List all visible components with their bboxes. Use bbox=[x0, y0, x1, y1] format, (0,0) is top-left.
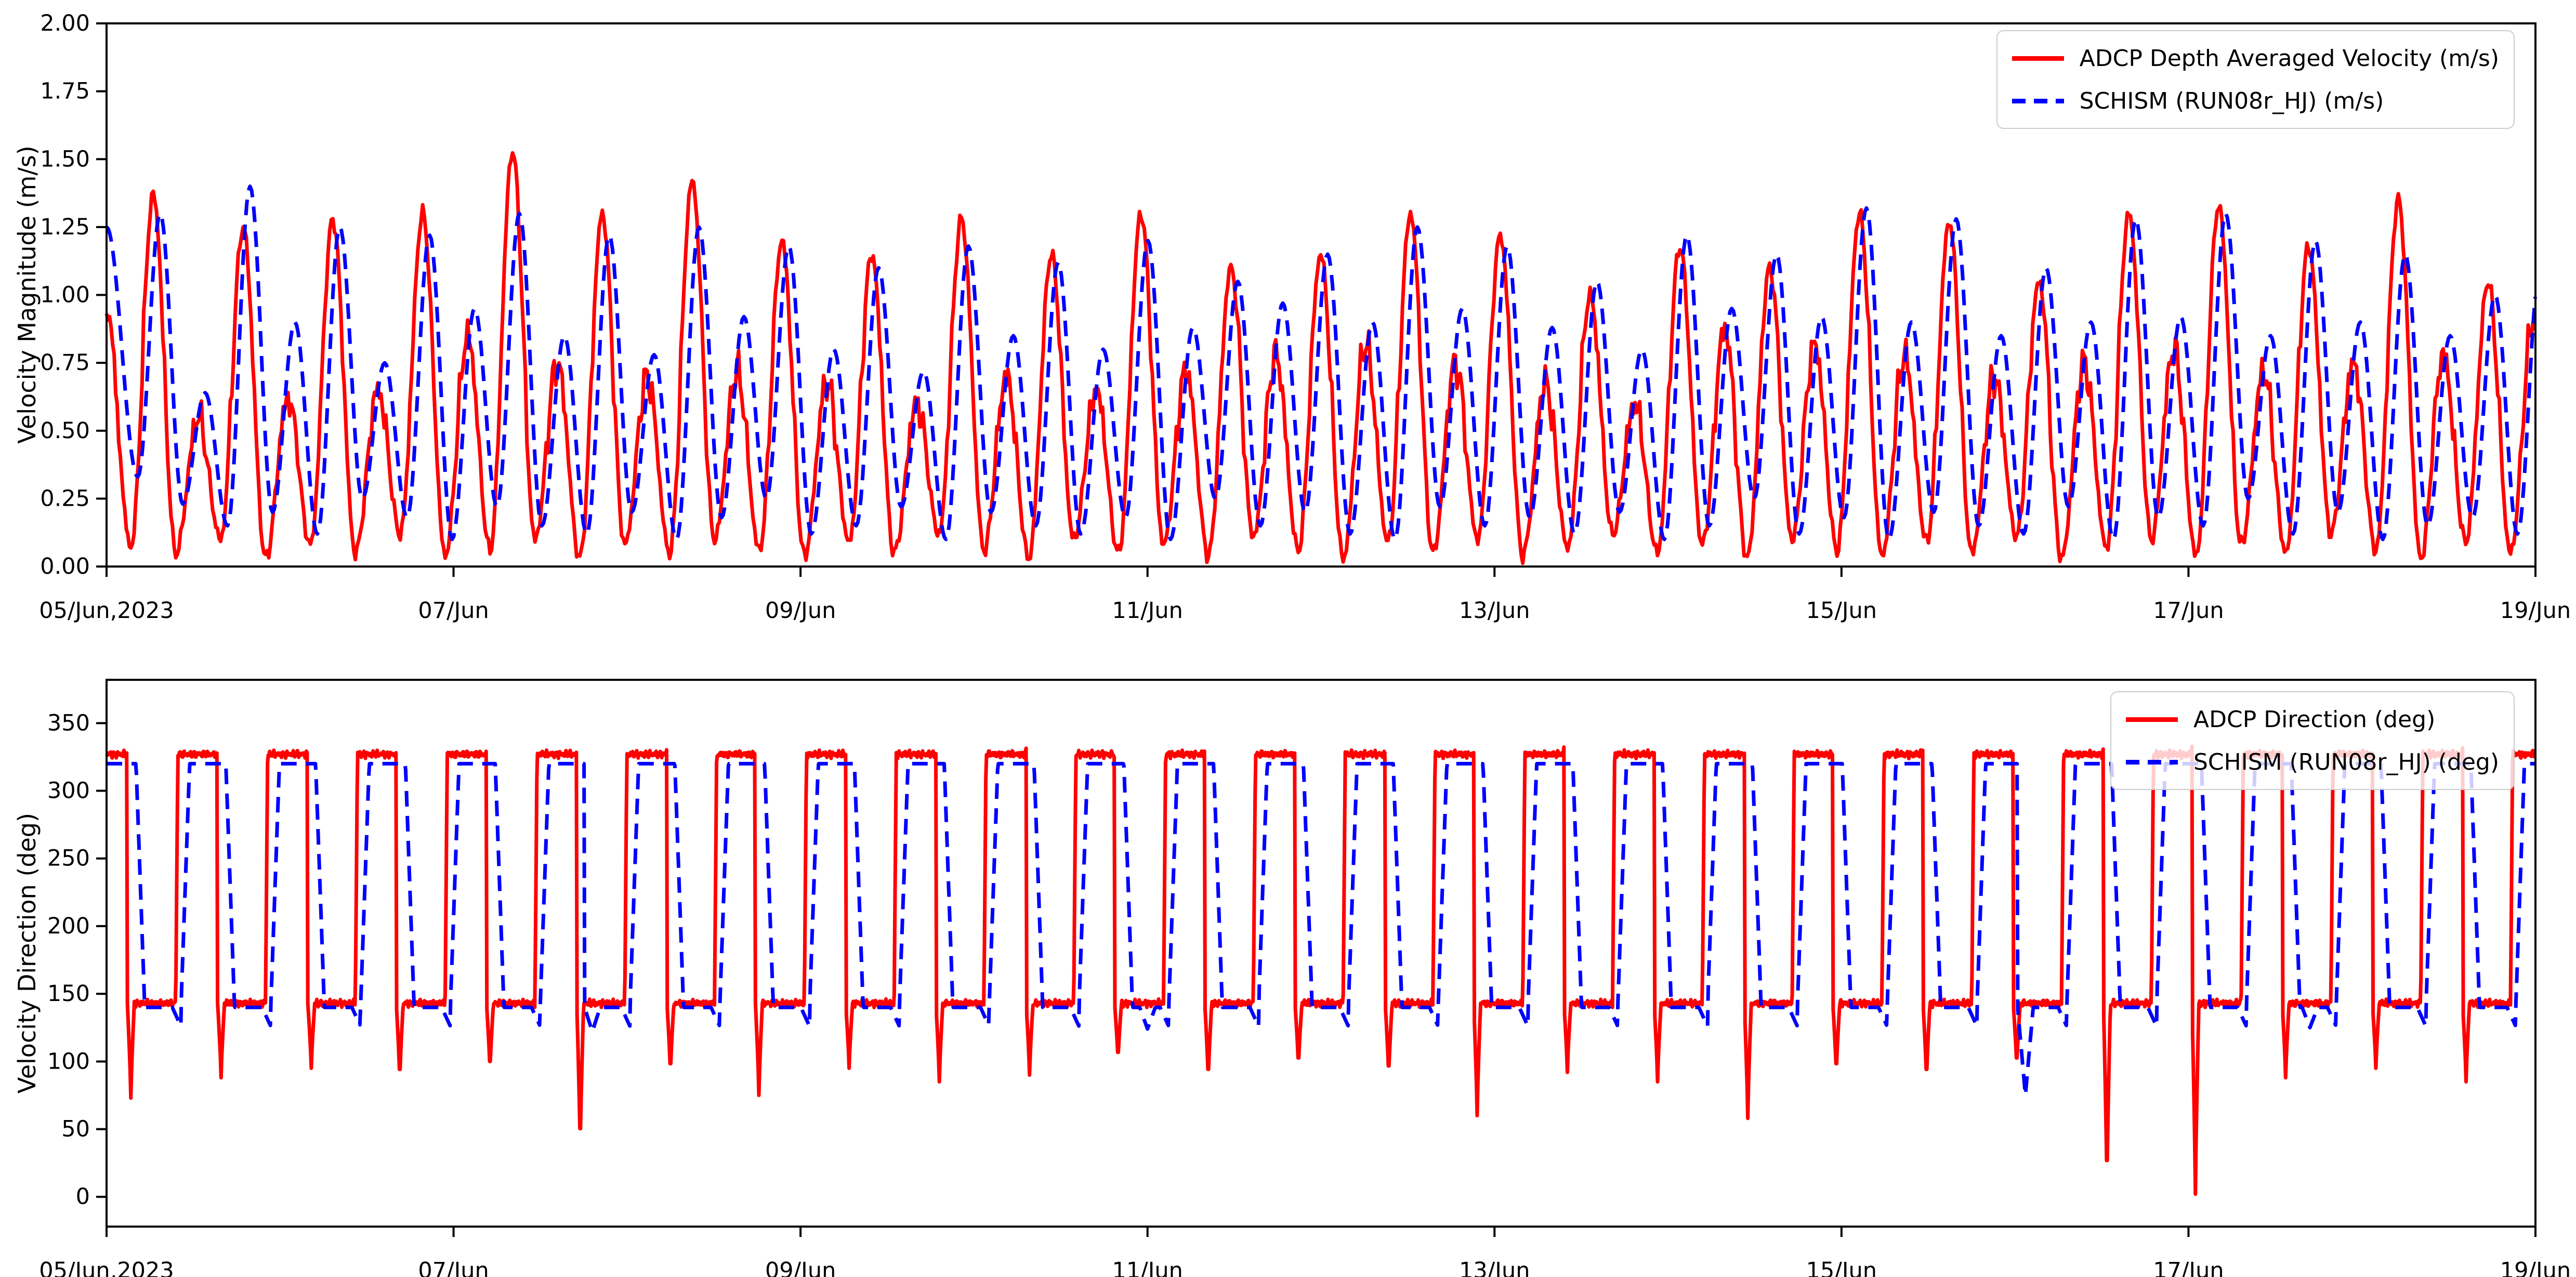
series-line-adcp-depth-averaged-velocity bbox=[104, 151, 2536, 565]
series-line-schism-direction bbox=[105, 761, 2537, 1097]
y-axis-label-velocity-direction: Velocity Direction (deg) bbox=[13, 812, 41, 1094]
series-line-schism-velocity bbox=[105, 185, 2537, 542]
legend-line-sample-schism-velocity bbox=[2012, 98, 2064, 103]
x-tick-label: 11/Jun bbox=[1112, 598, 1183, 624]
y-axis-label-velocity-magnitude: Velocity Magnitude (m/s) bbox=[13, 146, 41, 444]
legend-velocity-magnitude: ADCP Depth Averaged Velocity (m/s) SCHIS… bbox=[1996, 30, 2515, 129]
x-tick-label: 19/Jun bbox=[2500, 1258, 2571, 1277]
y-tick-label: 2.00 bbox=[40, 10, 90, 36]
legend-label-schism-direction: SCHISM (RUN08r_HJ) (deg) bbox=[2193, 748, 2499, 775]
x-tick-label: 13/Jun bbox=[1459, 598, 1530, 624]
x-tick-label: 19/Jun bbox=[2500, 598, 2571, 624]
y-tick-label: 50 bbox=[61, 1116, 90, 1142]
y-tick-label: 0.00 bbox=[40, 554, 90, 580]
legend-line-sample-adcp-velocity bbox=[2012, 56, 2064, 61]
series-line-adcp-direction bbox=[105, 744, 2537, 1196]
x-tick-label: 09/Jun bbox=[765, 598, 836, 624]
legend-velocity-direction: ADCP Direction (deg) SCHISM (RUN08r_HJ) … bbox=[2110, 691, 2515, 790]
legend-label-adcp-direction: ADCP Direction (deg) bbox=[2193, 706, 2436, 733]
y-tick-label: 250 bbox=[47, 846, 90, 872]
y-tick-label: 150 bbox=[47, 981, 90, 1007]
y-tick-label: 200 bbox=[47, 913, 90, 939]
x-tick-label: 07/Jun bbox=[418, 598, 489, 624]
y-tick-label: 300 bbox=[47, 778, 90, 804]
legend-item-adcp-direction: ADCP Direction (deg) bbox=[2125, 701, 2499, 738]
x-tick-label: 07/Jun bbox=[418, 1258, 489, 1277]
legend-label-adcp-velocity: ADCP Depth Averaged Velocity (m/s) bbox=[2079, 45, 2499, 72]
x-tick-label: 11/Jun bbox=[1112, 1258, 1183, 1277]
y-tick-label: 1.25 bbox=[40, 214, 90, 240]
x-tick-label: 09/Jun bbox=[765, 1258, 836, 1277]
x-tick-label: 05/Jun,2023 bbox=[39, 598, 174, 624]
x-tick-label: 13/Jun bbox=[1459, 1258, 1530, 1277]
legend-label-schism-velocity: SCHISM (RUN08r_HJ) (m/s) bbox=[2079, 87, 2384, 114]
legend-item-adcp-velocity: ADCP Depth Averaged Velocity (m/s) bbox=[2012, 40, 2499, 77]
x-tick-label: 15/Jun bbox=[1806, 598, 1877, 624]
y-tick-label: 0.75 bbox=[40, 350, 90, 376]
plot-velocity-magnitude: 0.00 0.25 0.50 0.75 1.00 1.25 1.50 1.75 2.00 05/J… bbox=[39, 10, 2571, 624]
y-tick-label: 1.50 bbox=[40, 146, 90, 172]
legend-line-sample-schism-direction bbox=[2125, 759, 2178, 765]
plot-velocity-direction: 0 50 100 150 200 250 300 350 05/Jun,2023 07/Jun 09… bbox=[39, 679, 2571, 1277]
y-tick-label: 0 bbox=[76, 1184, 90, 1210]
x-tick-label: 05/Jun,2023 bbox=[39, 1258, 174, 1277]
x-tick-label: 15/Jun bbox=[1806, 1258, 1877, 1277]
legend-item-schism-direction: SCHISM (RUN08r_HJ) (deg) bbox=[2125, 743, 2499, 781]
y-tick-label: 1.00 bbox=[40, 282, 90, 308]
y-tick-label: 350 bbox=[47, 710, 90, 736]
y-tick-label: 100 bbox=[47, 1048, 90, 1074]
legend-item-schism-velocity: SCHISM (RUN08r_HJ) (m/s) bbox=[2012, 82, 2499, 120]
x-tick-label: 17/Jun bbox=[2153, 1258, 2224, 1277]
x-tick-label: 17/Jun bbox=[2153, 598, 2224, 624]
y-tick-label: 0.50 bbox=[40, 418, 90, 444]
axes-frame bbox=[106, 679, 2536, 1228]
y-tick-label: 0.25 bbox=[40, 485, 90, 511]
legend-line-sample-adcp-direction bbox=[2125, 717, 2178, 722]
y-tick-label: 1.75 bbox=[40, 78, 90, 104]
